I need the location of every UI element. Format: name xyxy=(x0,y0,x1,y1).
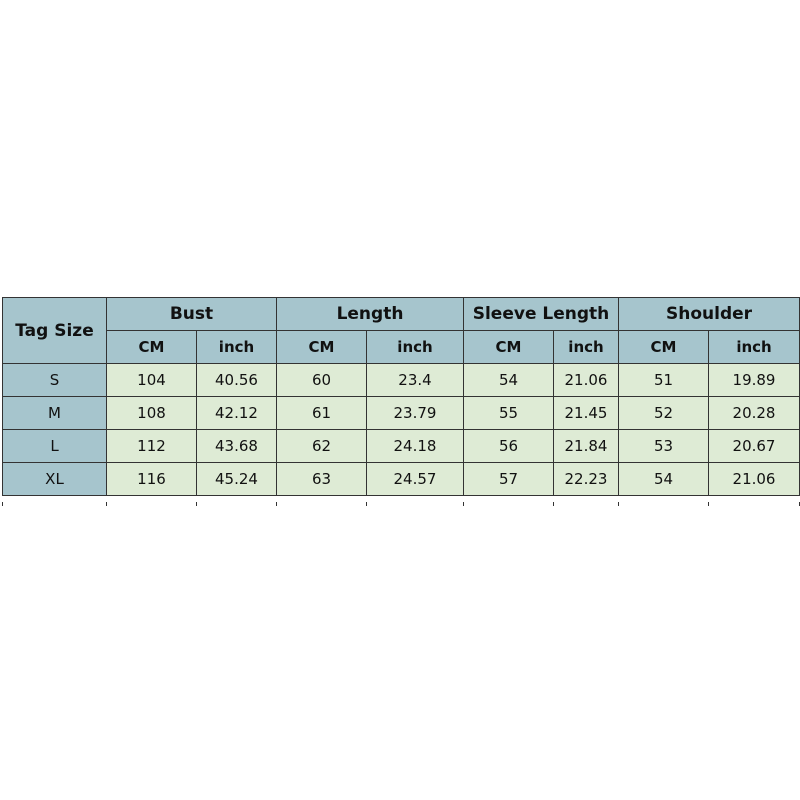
table-bottom-edge xyxy=(2,502,800,506)
value-cell: 55 xyxy=(463,396,554,430)
value-cell: 54 xyxy=(463,363,554,397)
unit-header-inch: inch xyxy=(553,330,619,364)
table-row: XL 116 45.24 63 24.57 57 22.23 54 21.06 xyxy=(2,462,800,496)
value-cell: 108 xyxy=(106,396,197,430)
size-cell: M xyxy=(2,396,107,430)
value-cell: 56 xyxy=(463,429,554,463)
column-divider-stub xyxy=(553,502,554,506)
unit-header-cm: CM xyxy=(276,330,367,364)
value-cell: 57 xyxy=(463,462,554,496)
value-cell: 21.06 xyxy=(707,462,800,496)
value-cell: 40.56 xyxy=(196,363,277,397)
value-cell: 23.4 xyxy=(366,363,464,397)
value-cell: 43.68 xyxy=(196,429,277,463)
value-cell: 54 xyxy=(618,462,709,496)
value-cell: 20.28 xyxy=(707,396,800,430)
value-cell: 42.12 xyxy=(196,396,277,430)
value-cell: 21.84 xyxy=(553,429,619,463)
value-cell: 22.23 xyxy=(553,462,619,496)
unit-header-cm: CM xyxy=(463,330,554,364)
value-cell: 116 xyxy=(106,462,197,496)
value-cell: 51 xyxy=(618,363,709,397)
value-cell: 45.24 xyxy=(196,462,277,496)
table-row: L 112 43.68 62 24.18 56 21.84 53 20.67 xyxy=(2,429,800,463)
unit-header-cm: CM xyxy=(106,330,197,364)
value-cell: 19.89 xyxy=(707,363,800,397)
length-header: Length xyxy=(276,297,464,331)
column-divider-stub xyxy=(106,502,107,506)
size-chart-table: Tag Size Bust Length Sleeve Length Shoul… xyxy=(2,297,800,496)
size-cell: L xyxy=(2,429,107,463)
table-row: M 108 42.12 61 23.79 55 21.45 52 20.28 xyxy=(2,396,800,430)
size-cell: XL xyxy=(2,462,107,496)
value-cell: 62 xyxy=(276,429,367,463)
column-divider-stub xyxy=(366,502,367,506)
value-cell: 63 xyxy=(276,462,367,496)
value-cell: 53 xyxy=(618,429,709,463)
column-divider-stub xyxy=(276,502,277,506)
unit-header-cm: CM xyxy=(618,330,709,364)
unit-header-inch: inch xyxy=(707,330,800,364)
value-cell: 20.67 xyxy=(707,429,800,463)
size-cell: S xyxy=(2,363,107,397)
value-cell: 52 xyxy=(618,396,709,430)
value-cell: 24.18 xyxy=(366,429,464,463)
value-cell: 112 xyxy=(106,429,197,463)
value-cell: 61 xyxy=(276,396,367,430)
column-divider-stub xyxy=(708,502,709,506)
bust-header: Bust xyxy=(106,297,277,331)
value-cell: 60 xyxy=(276,363,367,397)
tag-size-header: Tag Size xyxy=(2,297,107,364)
value-cell: 23.79 xyxy=(366,396,464,430)
column-divider-stub xyxy=(196,502,197,506)
sleeve-length-header: Sleeve Length xyxy=(463,297,619,331)
value-cell: 21.45 xyxy=(553,396,619,430)
shoulder-header: Shoulder xyxy=(617,297,800,331)
column-divider-stub xyxy=(618,502,619,506)
table-row: S 104 40.56 60 23.4 54 21.06 51 19.89 xyxy=(2,363,800,397)
value-cell: 24.57 xyxy=(366,462,464,496)
column-divider-stub xyxy=(463,502,464,506)
value-cell: 21.06 xyxy=(553,363,619,397)
unit-header-inch: inch xyxy=(196,330,277,364)
value-cell: 104 xyxy=(106,363,197,397)
unit-header-inch: inch xyxy=(366,330,464,364)
column-divider-stub xyxy=(2,502,3,506)
